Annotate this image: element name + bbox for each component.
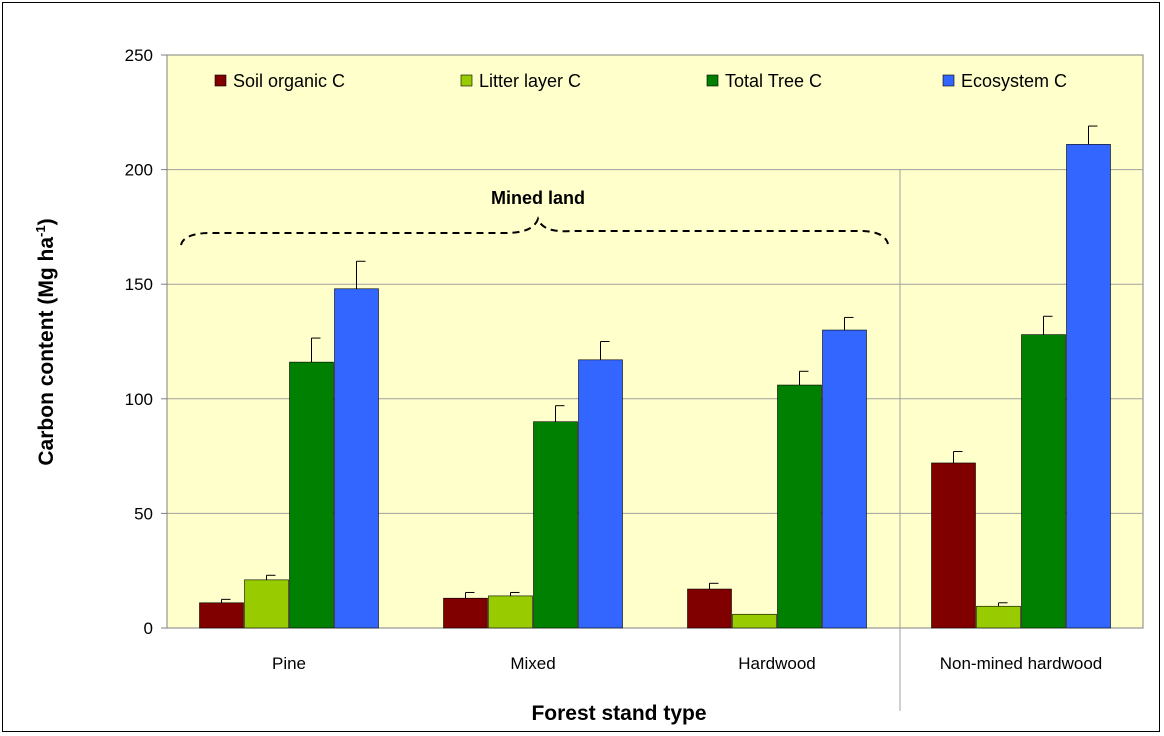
legend-label: Ecosystem C [961, 71, 1067, 91]
x-axis-title: Forest stand type [531, 702, 706, 725]
legend-swatch [942, 74, 955, 87]
bar [443, 597, 488, 629]
bar [199, 602, 244, 629]
legend: Soil organic C Litter layer C Total Tree C… [214, 71, 1067, 91]
y-axis-title: Carbon content (Mg ha-1) [33, 218, 58, 465]
bar [488, 595, 533, 629]
bar [1021, 334, 1066, 629]
mined-land-annotation: Mined land [180, 188, 889, 246]
y-tick-label: 50 [134, 504, 153, 523]
x-tick-label: Pine [272, 654, 306, 673]
mined-land-brace [180, 216, 889, 246]
x-tick-label: Mixed [510, 654, 555, 673]
y-ticks: 0 50 100 150 200 250 [125, 46, 167, 638]
bars [199, 144, 1111, 629]
bar-chart: 0 50 100 150 200 250 Pine Mixed Hardwood Non-min… [33, 46, 1144, 725]
legend-label: Litter layer C [479, 71, 581, 91]
legend-label: Total Tree C [725, 71, 822, 91]
error-bars [221, 125, 1098, 607]
mined-land-label: Mined land [491, 188, 585, 208]
bar [334, 288, 379, 629]
bar [1066, 144, 1111, 629]
x-tick-label: Hardwood [738, 654, 816, 673]
y-tick-label: 100 [125, 390, 153, 409]
bar [578, 359, 623, 629]
legend-swatch [460, 74, 473, 87]
bar [777, 384, 822, 629]
bar [822, 329, 867, 629]
bar [244, 579, 289, 629]
bar [687, 588, 732, 629]
bar [289, 361, 334, 629]
y-axis-title-close: ) [35, 218, 58, 225]
bar [732, 613, 777, 629]
legend-label: Soil organic C [233, 71, 345, 91]
bar [976, 605, 1021, 629]
y-axis-title-main: Carbon content (Mg ha [35, 237, 58, 466]
y-axis-title-sup: -1 [33, 225, 48, 237]
y-tick-label: 250 [125, 46, 153, 65]
bar [931, 462, 976, 629]
legend-swatch [706, 74, 719, 87]
bar [533, 421, 578, 629]
y-tick-label: 200 [125, 161, 153, 180]
y-tick-label: 150 [125, 275, 153, 294]
y-tick-label: 0 [144, 619, 153, 638]
legend-swatch [214, 74, 227, 87]
category-labels: Pine Mixed Hardwood Non-mined hardwood [272, 654, 1102, 673]
x-tick-label: Non-mined hardwood [940, 654, 1103, 673]
